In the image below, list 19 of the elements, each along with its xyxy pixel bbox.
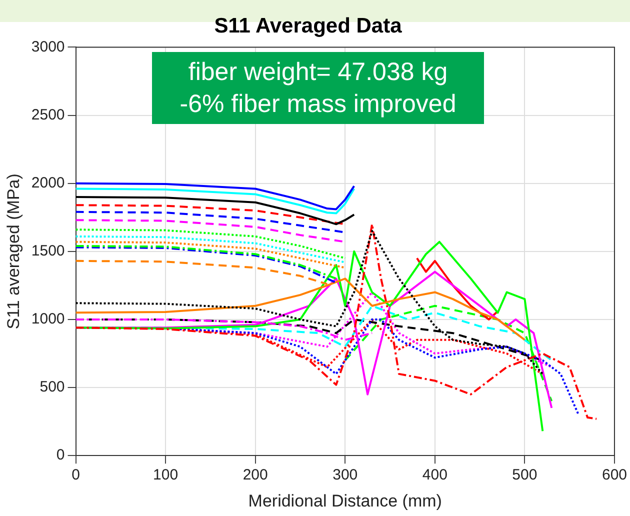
y-tick-label: 3000 [31, 38, 65, 56]
y-tick-label: 2500 [31, 106, 65, 124]
annotation: fiber weight= 47.038 kg [187, 57, 449, 88]
x-tick-label: 100 [153, 466, 178, 484]
y-axis-title: S11 averaged (MPa) [4, 174, 23, 330]
y-tick-label: 0 [56, 446, 65, 464]
x-tick-label: 200 [242, 466, 268, 484]
x-tick-label: 600 [602, 466, 627, 484]
x-tick-label: 300 [332, 466, 358, 484]
y-tick-label: 500 [40, 378, 65, 396]
chart-title: S11 Averaged Data [214, 14, 402, 38]
x-axis-title: Meridional Distance (mm) [248, 491, 442, 510]
x-tick-label: 400 [422, 466, 448, 484]
y-tick-label: 1500 [31, 242, 65, 260]
x-tick-label: 500 [512, 466, 538, 484]
y-tick-label: 2000 [31, 174, 65, 192]
x-tick-label: 0 [72, 466, 80, 484]
y-tick-label: 1000 [31, 310, 65, 328]
annotation: -6% fiber mass improved [178, 89, 458, 120]
